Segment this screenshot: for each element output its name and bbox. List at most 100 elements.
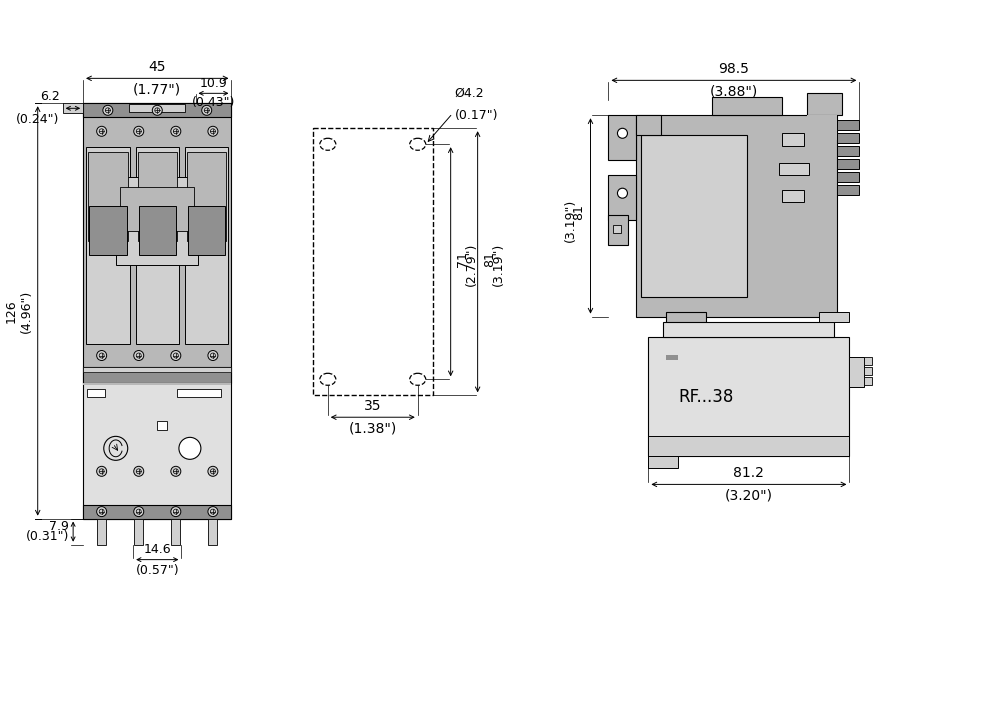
Bar bbox=[782, 191, 804, 202]
Text: (0.31"): (0.31") bbox=[26, 531, 69, 544]
Bar bbox=[83, 505, 232, 518]
Text: (3.19"): (3.19") bbox=[492, 243, 505, 286]
Bar bbox=[97, 518, 106, 545]
Bar bbox=[312, 128, 433, 395]
Bar bbox=[129, 104, 186, 112]
Bar bbox=[185, 147, 229, 344]
Circle shape bbox=[202, 105, 212, 115]
Bar bbox=[117, 177, 198, 265]
Bar bbox=[614, 225, 622, 233]
Circle shape bbox=[97, 467, 107, 476]
Bar bbox=[712, 97, 782, 115]
Bar bbox=[864, 357, 872, 365]
Bar bbox=[849, 357, 864, 387]
Bar bbox=[83, 367, 232, 372]
Circle shape bbox=[97, 127, 107, 137]
Text: 14.6: 14.6 bbox=[144, 543, 171, 556]
Bar bbox=[642, 135, 747, 297]
Bar bbox=[837, 186, 859, 195]
Text: 35: 35 bbox=[364, 399, 381, 413]
Circle shape bbox=[171, 127, 181, 137]
Circle shape bbox=[153, 105, 163, 115]
Bar bbox=[83, 367, 232, 383]
Text: (3.19"): (3.19") bbox=[564, 198, 577, 242]
Bar bbox=[83, 104, 232, 117]
Text: 7.9: 7.9 bbox=[49, 520, 69, 533]
Bar bbox=[649, 457, 679, 468]
Text: 10.9: 10.9 bbox=[200, 78, 228, 91]
Circle shape bbox=[208, 350, 218, 360]
Bar bbox=[637, 115, 662, 135]
Ellipse shape bbox=[410, 138, 426, 150]
Bar bbox=[209, 518, 218, 545]
Bar bbox=[188, 206, 226, 255]
Bar bbox=[135, 518, 144, 545]
Text: 45: 45 bbox=[149, 60, 166, 74]
Bar bbox=[609, 175, 637, 220]
Bar bbox=[649, 436, 849, 457]
Text: Ø4.2: Ø4.2 bbox=[455, 86, 484, 99]
Bar bbox=[63, 104, 83, 114]
Bar bbox=[609, 215, 629, 245]
Text: (0.57"): (0.57") bbox=[136, 564, 179, 577]
Circle shape bbox=[208, 507, 218, 517]
Circle shape bbox=[208, 127, 218, 137]
Text: 81: 81 bbox=[573, 204, 586, 220]
Bar bbox=[88, 152, 128, 241]
Text: 71: 71 bbox=[456, 251, 469, 267]
Bar bbox=[779, 163, 809, 175]
Circle shape bbox=[103, 105, 113, 115]
Text: (3.20"): (3.20") bbox=[725, 488, 772, 503]
Ellipse shape bbox=[319, 138, 335, 150]
Bar bbox=[86, 147, 130, 344]
Bar bbox=[864, 367, 872, 375]
Text: (0.17"): (0.17") bbox=[455, 109, 498, 122]
Text: 81.2: 81.2 bbox=[734, 467, 764, 480]
Circle shape bbox=[97, 350, 107, 360]
Bar bbox=[637, 115, 837, 316]
Circle shape bbox=[171, 507, 181, 517]
Circle shape bbox=[134, 350, 144, 360]
Circle shape bbox=[179, 437, 201, 459]
Circle shape bbox=[97, 507, 107, 517]
Ellipse shape bbox=[319, 373, 335, 385]
Circle shape bbox=[134, 467, 144, 476]
Bar bbox=[807, 93, 842, 115]
Bar bbox=[177, 390, 222, 398]
Circle shape bbox=[171, 350, 181, 360]
Circle shape bbox=[618, 188, 628, 198]
Bar bbox=[87, 390, 105, 398]
Text: (0.43"): (0.43") bbox=[192, 96, 236, 109]
Bar bbox=[664, 321, 834, 336]
Bar bbox=[83, 383, 232, 518]
Bar bbox=[837, 159, 859, 169]
Bar bbox=[83, 383, 232, 385]
Text: (1.77"): (1.77") bbox=[133, 83, 182, 96]
Bar bbox=[89, 206, 127, 255]
Text: (0.24"): (0.24") bbox=[16, 114, 60, 127]
Text: RF...38: RF...38 bbox=[679, 388, 734, 406]
Bar bbox=[837, 133, 859, 143]
Text: (2.79"): (2.79") bbox=[465, 243, 478, 286]
Text: 6.2: 6.2 bbox=[40, 91, 60, 104]
Bar bbox=[819, 311, 849, 321]
Circle shape bbox=[208, 467, 218, 476]
Bar bbox=[649, 336, 849, 457]
Text: 81: 81 bbox=[483, 251, 496, 267]
Bar bbox=[837, 146, 859, 156]
Ellipse shape bbox=[410, 373, 426, 385]
Bar bbox=[864, 377, 872, 385]
Bar bbox=[807, 115, 837, 140]
Circle shape bbox=[134, 127, 144, 137]
Text: (1.38"): (1.38") bbox=[348, 421, 397, 435]
Text: 126
(4.96"): 126 (4.96") bbox=[5, 289, 33, 333]
Bar bbox=[837, 120, 859, 130]
Bar bbox=[172, 518, 181, 545]
Bar bbox=[667, 311, 707, 331]
Bar bbox=[83, 104, 232, 383]
Bar bbox=[609, 115, 637, 160]
Circle shape bbox=[134, 507, 144, 517]
Circle shape bbox=[618, 128, 628, 138]
Text: 98.5: 98.5 bbox=[719, 63, 749, 76]
Bar bbox=[138, 152, 177, 241]
